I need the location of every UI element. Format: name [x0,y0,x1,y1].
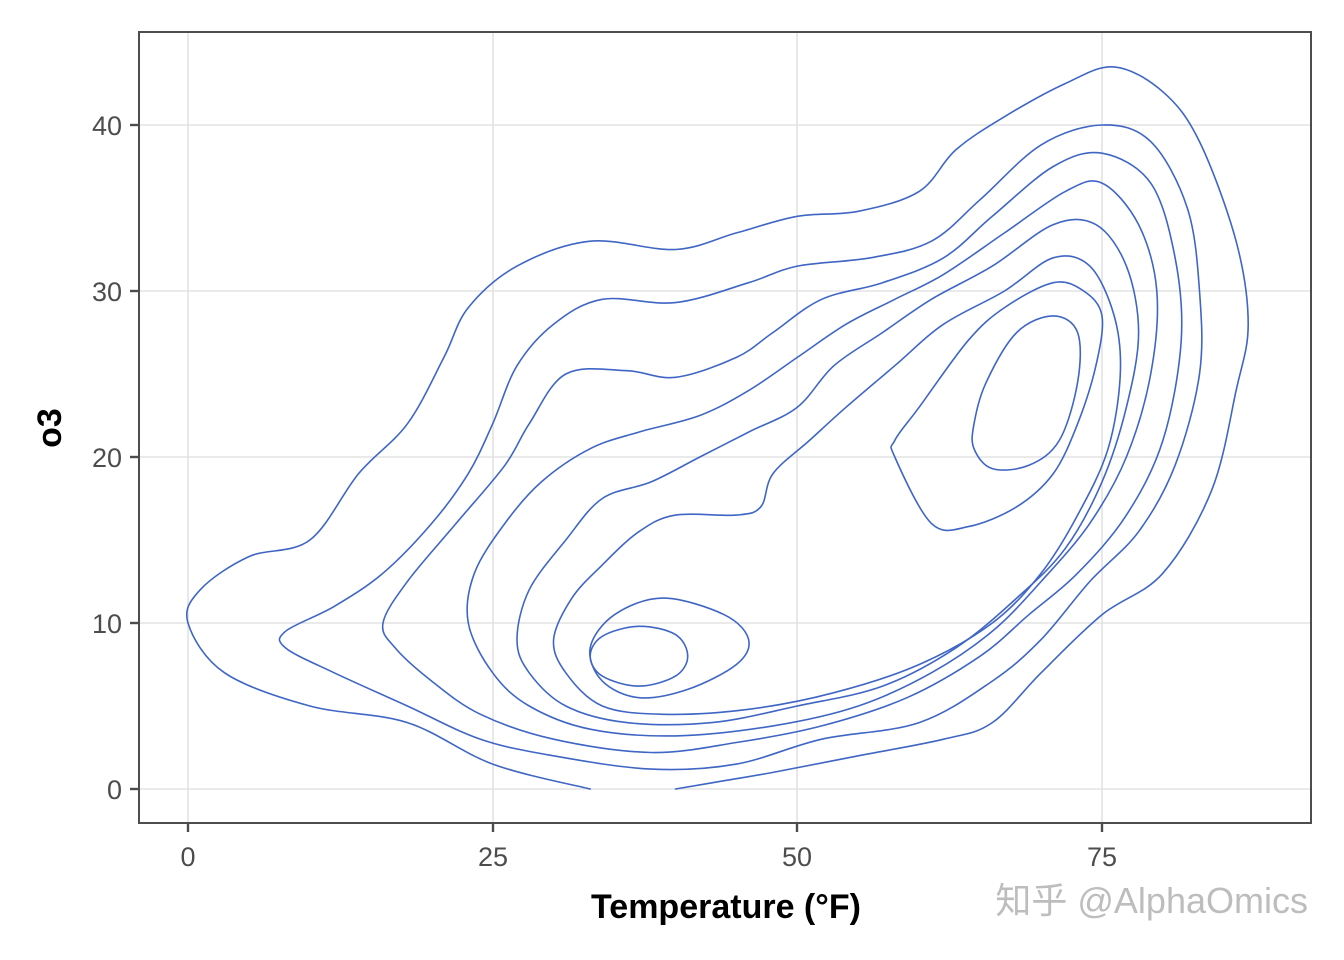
y-tick-label: 40 [92,111,122,141]
x-tick-label: 75 [1087,842,1117,872]
y-axis-title: o3 [31,408,69,448]
y-tick-label: 20 [92,443,122,473]
y-tick-label: 10 [92,609,122,639]
contour-line [890,281,1104,532]
x-axis-title: Temperature (°F) [591,888,861,926]
plot-panel [139,32,1311,823]
density-contours [185,66,1249,790]
contour-line [589,625,689,687]
contour-line [552,255,1122,716]
contour-line [971,315,1082,471]
watermark: 知乎 @AlphaOmics [995,880,1308,921]
x-tick-label: 25 [478,842,508,872]
contour-line [381,151,1183,754]
contour-line [466,180,1159,737]
panel-border [138,31,1312,824]
contour-line [278,124,1203,771]
y-tick-label: 30 [92,277,122,307]
contour-line [516,218,1140,726]
y-tick-label: 0 [107,775,122,805]
x-tick-label: 50 [782,842,812,872]
x-tick-label: 0 [180,842,195,872]
contour-line [588,597,750,699]
axis-ticks [130,123,1104,832]
contour-line [185,66,1249,790]
